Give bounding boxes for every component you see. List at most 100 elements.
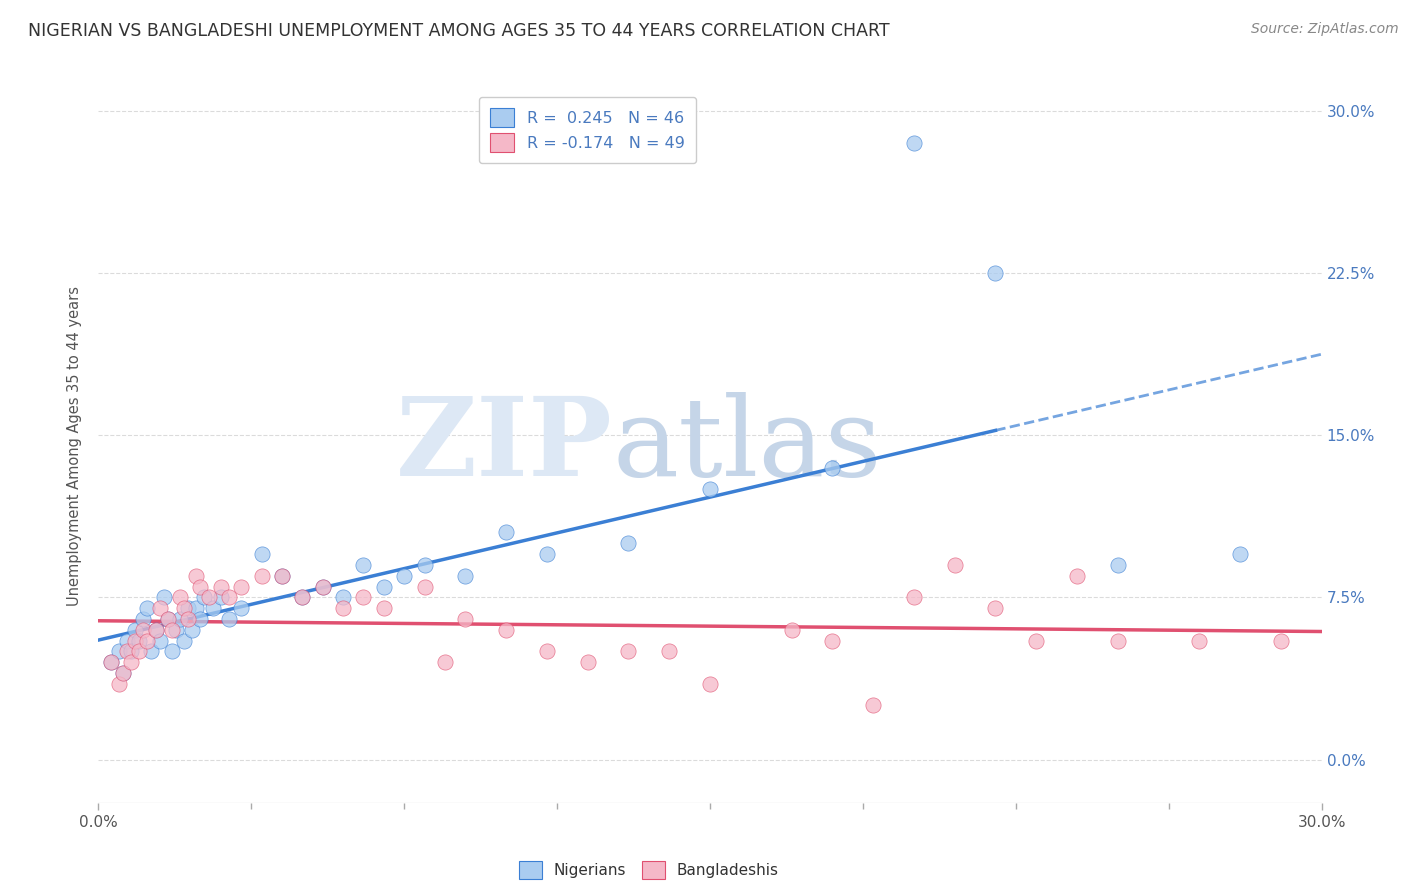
Point	[454, 568, 477, 582]
Point	[218, 612, 240, 626]
Point	[111, 666, 134, 681]
Point	[145, 623, 167, 637]
Point	[699, 677, 721, 691]
Point	[352, 558, 374, 572]
Point	[160, 623, 183, 637]
Point	[270, 568, 294, 582]
Point	[128, 633, 150, 648]
Point	[132, 612, 155, 626]
Point	[352, 591, 374, 605]
Text: ZIP: ZIP	[395, 392, 612, 500]
Point	[862, 698, 884, 713]
Point	[658, 644, 681, 658]
Point	[173, 601, 195, 615]
Point	[169, 591, 191, 605]
Point	[156, 612, 179, 626]
Point	[1107, 558, 1129, 572]
Point	[231, 580, 253, 594]
Point	[903, 136, 925, 151]
Point	[193, 591, 215, 605]
Point	[903, 591, 925, 605]
Point	[454, 612, 477, 626]
Point	[699, 482, 721, 496]
Point	[149, 633, 172, 648]
Point	[136, 633, 159, 648]
Y-axis label: Unemployment Among Ages 35 to 44 years: Unemployment Among Ages 35 to 44 years	[67, 286, 83, 606]
Text: Source: ZipAtlas.com: Source: ZipAtlas.com	[1251, 22, 1399, 37]
Point	[433, 655, 456, 669]
Legend: Nigerians, Bangladeshis: Nigerians, Bangladeshis	[509, 852, 789, 888]
Point	[373, 601, 395, 615]
Point	[984, 266, 1007, 280]
Point	[115, 644, 138, 658]
Point	[495, 623, 517, 637]
Point	[186, 601, 208, 615]
Point	[209, 580, 232, 594]
Text: atlas: atlas	[612, 392, 882, 500]
Point	[617, 536, 640, 550]
Point	[1025, 633, 1047, 648]
Point	[160, 644, 183, 658]
Point	[1188, 633, 1211, 648]
Point	[943, 558, 966, 572]
Point	[169, 612, 191, 626]
Text: NIGERIAN VS BANGLADESHI UNEMPLOYMENT AMONG AGES 35 TO 44 YEARS CORRELATION CHART: NIGERIAN VS BANGLADESHI UNEMPLOYMENT AMO…	[28, 22, 890, 40]
Point	[201, 601, 224, 615]
Point	[780, 623, 803, 637]
Point	[495, 525, 517, 540]
Point	[177, 601, 200, 615]
Point	[1229, 547, 1251, 561]
Point	[536, 547, 558, 561]
Point	[141, 644, 163, 658]
Point	[373, 580, 395, 594]
Point	[231, 601, 253, 615]
Point	[413, 580, 436, 594]
Point	[132, 623, 155, 637]
Point	[576, 655, 599, 669]
Point	[291, 591, 314, 605]
Point	[173, 633, 195, 648]
Point	[1107, 633, 1129, 648]
Point	[120, 655, 142, 669]
Point	[250, 547, 273, 561]
Point	[332, 591, 354, 605]
Point	[108, 644, 131, 658]
Point	[188, 580, 212, 594]
Point	[821, 633, 844, 648]
Point	[332, 601, 354, 615]
Point	[413, 558, 436, 572]
Point	[197, 591, 219, 605]
Point	[821, 460, 844, 475]
Point	[108, 677, 131, 691]
Point	[1270, 633, 1292, 648]
Point	[156, 612, 179, 626]
Point	[536, 644, 558, 658]
Point	[149, 601, 172, 615]
Point	[291, 591, 314, 605]
Point	[128, 644, 150, 658]
Point	[392, 568, 416, 582]
Point	[120, 644, 142, 658]
Point	[181, 623, 204, 637]
Point	[177, 612, 200, 626]
Point	[188, 612, 212, 626]
Point	[136, 601, 159, 615]
Point	[152, 591, 174, 605]
Point	[111, 666, 134, 681]
Point	[312, 580, 335, 594]
Point	[115, 633, 138, 648]
Point	[100, 655, 122, 669]
Point	[250, 568, 273, 582]
Point	[100, 655, 122, 669]
Point	[186, 568, 208, 582]
Point	[270, 568, 294, 582]
Point	[124, 633, 146, 648]
Point	[124, 623, 146, 637]
Point	[617, 644, 640, 658]
Point	[1066, 568, 1088, 582]
Point	[218, 591, 240, 605]
Point	[984, 601, 1007, 615]
Point	[209, 591, 232, 605]
Point	[312, 580, 335, 594]
Point	[165, 623, 187, 637]
